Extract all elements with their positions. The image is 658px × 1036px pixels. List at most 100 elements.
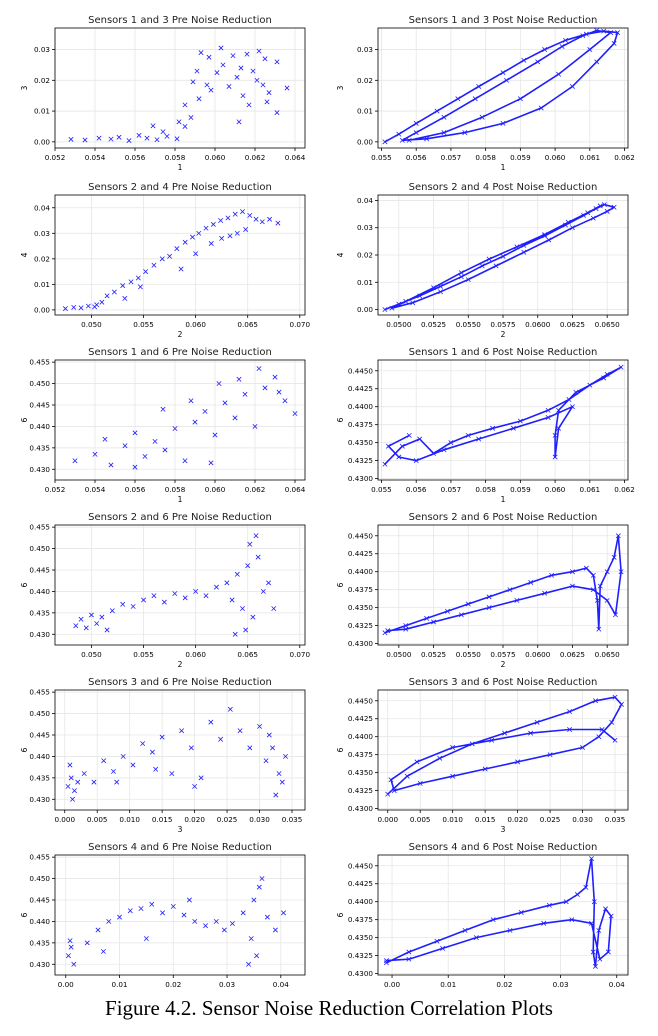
x-tick-label: 0.056 (125, 485, 146, 494)
chart-title: Sensors 2 and 6 Post Noise Reduction (409, 512, 598, 523)
data-point (486, 594, 492, 600)
data-point (202, 408, 208, 414)
data-point (208, 460, 214, 466)
data-point (262, 56, 268, 62)
data-point (182, 123, 188, 129)
y-tick-label: 0.440 (29, 422, 50, 431)
data-point (601, 375, 607, 381)
data-point (510, 425, 516, 431)
data-point (254, 77, 260, 83)
data-point (252, 423, 258, 429)
y-tick-label: 0.4375 (348, 585, 373, 594)
chart-panel-8: 0.0500 0.0525 0.0550 0.0575 0.0600 0.0625 0.06… (336, 512, 629, 669)
data-point (573, 389, 579, 395)
plot-frame (54, 689, 306, 811)
data-point (528, 730, 534, 736)
data-point (216, 381, 222, 387)
data-point (583, 31, 589, 37)
y-tick-label: 0.02 (34, 254, 50, 263)
y-tick-label: 0.440 (29, 587, 50, 596)
data-point (159, 256, 165, 262)
data-point (458, 612, 464, 618)
data-point (597, 956, 603, 962)
data-point (75, 779, 81, 785)
data-point (256, 884, 262, 890)
x-tick-label: 0.061 (580, 153, 601, 162)
data-point (493, 263, 499, 269)
data-point (383, 958, 389, 964)
data-point (587, 47, 593, 53)
data-point (208, 719, 214, 725)
data-point (151, 262, 157, 268)
x-tick-label: 0.035 (282, 815, 303, 824)
x-tick-label: 0.060 (545, 485, 566, 494)
data-point (479, 114, 485, 120)
data-point (538, 105, 544, 111)
y-tick-label: 0.01 (34, 280, 50, 289)
y-tick-label: 0.4350 (348, 438, 374, 447)
y-tick-label: 0.04 (357, 196, 373, 205)
x-axis-label: 1 (178, 495, 183, 504)
y-tick-label: 0.04 (34, 203, 50, 212)
data-point (167, 253, 173, 259)
data-point (218, 218, 224, 224)
data-point (518, 910, 524, 915)
series-line (386, 857, 612, 968)
data-point (589, 920, 594, 926)
data-point (404, 773, 410, 779)
data-point (542, 233, 548, 239)
x-tick-label: 0.03 (219, 980, 235, 989)
data-point (154, 137, 160, 143)
y-tick-label: 0.4325 (348, 951, 373, 960)
y-tick-label: 0.02 (34, 76, 50, 85)
plot-frame (54, 359, 306, 481)
plot-frame (54, 854, 306, 976)
data-point (583, 884, 589, 890)
data-point (196, 96, 202, 102)
data-point (267, 216, 273, 222)
x-tick-label: 0.056 (406, 153, 427, 162)
data-point (389, 305, 395, 311)
x-tick-label: 0.062 (614, 153, 635, 162)
data-point (279, 779, 285, 785)
data-point (236, 119, 242, 125)
x-axis-label: 2 (501, 660, 506, 669)
data-point (569, 569, 575, 575)
data-point (417, 293, 423, 299)
data-point (581, 212, 587, 218)
data-point (225, 215, 231, 221)
data-point (136, 132, 142, 138)
data-point (618, 569, 624, 575)
y-tick-label: 0.03 (357, 223, 373, 232)
x-tick-label: 0.056 (125, 153, 146, 162)
data-point (250, 614, 256, 620)
x-tick-label: 0.065 (237, 650, 258, 659)
data-point (240, 209, 245, 215)
data-point (262, 385, 268, 391)
data-point (188, 745, 194, 751)
data-point (552, 432, 558, 438)
x-axis-label: 1 (501, 495, 506, 504)
x-tick-label: 0.00 (58, 980, 74, 989)
data-point (382, 139, 388, 145)
series-line (384, 366, 622, 465)
x-tick-label: 0.060 (185, 320, 206, 329)
x-tick-label: 0.062 (245, 485, 266, 494)
data-point (593, 206, 599, 212)
data-point (410, 300, 416, 306)
data-point (70, 796, 76, 802)
data-point (182, 595, 188, 601)
data-point (174, 246, 180, 252)
data-point (170, 903, 176, 909)
data-point (234, 571, 240, 577)
data-point (486, 605, 492, 611)
data-point (567, 727, 573, 733)
data-point (250, 68, 256, 74)
y-tick-label: 0.430 (29, 465, 50, 474)
figure-caption: Figure 4.2. Sensor Noise Reduction Corre… (105, 996, 553, 1020)
data-point (283, 753, 289, 759)
data-point (243, 226, 249, 232)
data-point (462, 927, 468, 933)
data-point (208, 241, 214, 246)
x-axis-label: 2 (178, 660, 183, 669)
